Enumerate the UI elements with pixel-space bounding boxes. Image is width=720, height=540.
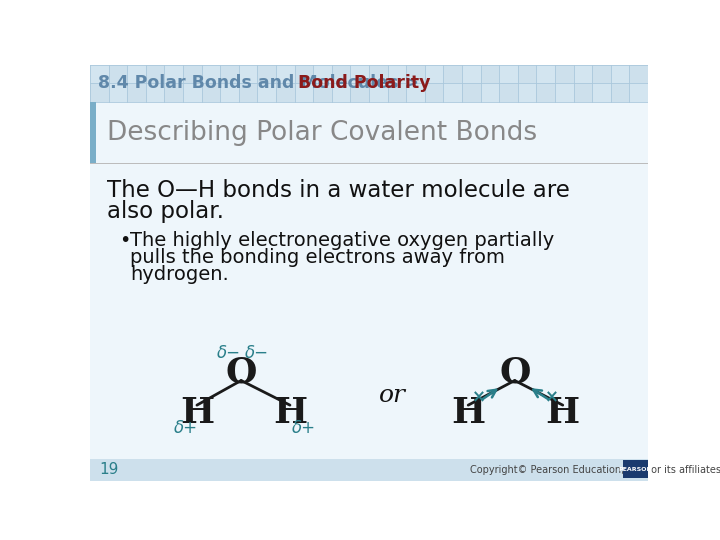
Text: ×: × (545, 388, 559, 407)
Text: H: H (451, 396, 485, 430)
Bar (90, 102, 96, 164)
Bar (555, 83, 574, 102)
Text: or: or (379, 384, 406, 407)
Bar (164, 65, 183, 83)
Text: H: H (273, 396, 307, 430)
Bar (90, 459, 648, 481)
Bar (332, 83, 351, 102)
Bar (351, 65, 369, 83)
Bar (611, 65, 629, 83)
Text: δ−: δ− (217, 344, 240, 362)
Bar (90, 65, 648, 102)
Bar (90, 102, 648, 459)
Bar (258, 83, 276, 102)
Bar (574, 65, 593, 83)
Text: The O—H bonds in a water molecule are: The O—H bonds in a water molecule are (107, 179, 570, 202)
Text: δ+: δ+ (292, 419, 316, 437)
Text: O: O (225, 356, 257, 390)
Text: Describing Polar Covalent Bonds: Describing Polar Covalent Bonds (107, 119, 537, 146)
Bar (536, 65, 555, 83)
Text: also polar.: also polar. (107, 200, 224, 224)
Bar (294, 83, 313, 102)
Bar (369, 83, 387, 102)
Bar (145, 83, 164, 102)
Bar (425, 65, 444, 83)
Bar (276, 65, 294, 83)
Bar (444, 83, 462, 102)
Text: Bond Polarity: Bond Polarity (297, 75, 431, 92)
Text: hydrogen.: hydrogen. (130, 265, 229, 284)
Text: •: • (120, 231, 131, 250)
Bar (593, 83, 611, 102)
Text: 8.4 Polar Bonds and Molecules >: 8.4 Polar Bonds and Molecules > (98, 75, 425, 92)
Text: ×: × (472, 388, 486, 407)
Bar (462, 65, 481, 83)
Bar (499, 65, 518, 83)
Bar (518, 83, 536, 102)
Bar (239, 65, 258, 83)
Bar (220, 83, 239, 102)
Bar (90, 65, 109, 83)
Bar (109, 83, 127, 102)
Bar (127, 65, 145, 83)
Bar (313, 65, 332, 83)
Text: pulls the bonding electrons away from: pulls the bonding electrons away from (130, 248, 505, 267)
Bar (629, 83, 648, 102)
Bar (624, 460, 648, 478)
Bar (387, 65, 406, 83)
Bar (406, 83, 425, 102)
Text: H: H (546, 396, 580, 430)
Bar (481, 83, 499, 102)
Text: PEARSON: PEARSON (618, 467, 652, 471)
Text: O: O (499, 356, 531, 390)
Text: δ−: δ− (245, 344, 269, 362)
Text: H: H (180, 396, 214, 430)
Text: δ+: δ+ (174, 419, 198, 437)
Text: The highly electronegative oxygen partially: The highly electronegative oxygen partia… (130, 231, 554, 250)
Bar (202, 65, 220, 83)
Text: Copyright© Pearson Education, Inc., or its affiliates. All Rights Reserved.: Copyright© Pearson Education, Inc., or i… (469, 465, 720, 475)
Text: 19: 19 (99, 462, 119, 477)
Bar (183, 83, 202, 102)
